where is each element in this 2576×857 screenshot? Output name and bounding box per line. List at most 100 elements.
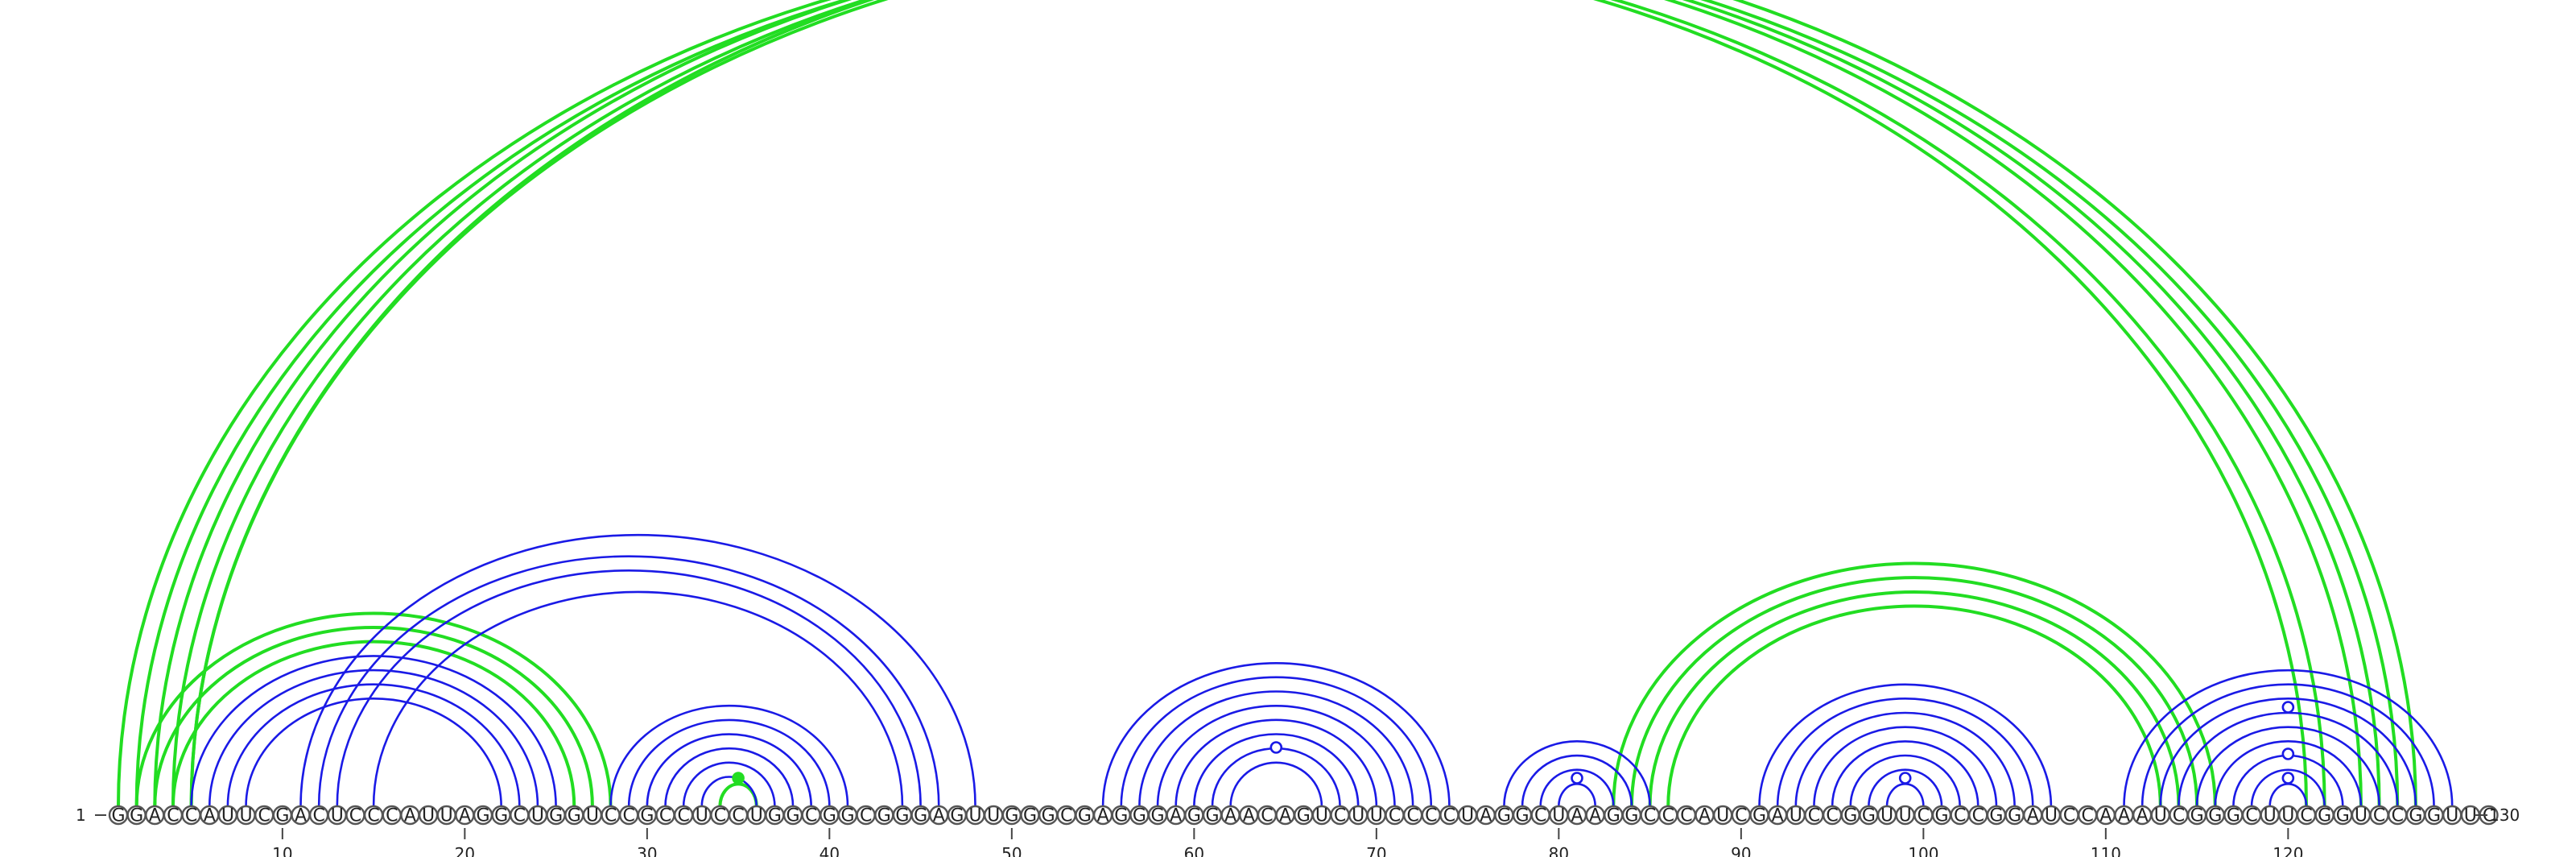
nucleotide-16: C [382, 805, 402, 826]
svg-text:G: G [1607, 806, 1620, 826]
nucleotide-90: C [1731, 805, 1752, 826]
svg-text:A: A [933, 806, 945, 826]
nucleotide-10: G [272, 805, 293, 826]
svg-text:G: G [1151, 806, 1165, 826]
blue-arc-56-73 [1120, 676, 1433, 807]
svg-text:G: G [914, 806, 927, 826]
nucleotide-117: G [2223, 805, 2244, 826]
nucleotide-69: U [1348, 805, 1368, 826]
svg-text:C: C [1443, 806, 1455, 826]
nucleotide-71: C [1385, 805, 1405, 826]
base-pair-arcs [117, 0, 2454, 807]
svg-text:C: C [623, 806, 635, 826]
blue-arc-31-38 [664, 747, 795, 807]
nucleotide-107: U [2041, 805, 2062, 826]
svg-text:U: U [968, 806, 981, 826]
nucleotide-92: A [1767, 805, 1788, 826]
nucleotide-54: G [1075, 805, 1095, 826]
blue-arc-12-46 [317, 555, 940, 807]
svg-text:C: C [2483, 806, 2495, 826]
nucleotide-79: C [1530, 805, 1550, 826]
green-arc-86-113 [1666, 604, 2162, 807]
svg-text:A: A [2136, 806, 2149, 826]
svg-text:G: G [950, 806, 964, 826]
tick-label-100: 100 [1908, 844, 1938, 857]
nucleotide-118: C [2241, 805, 2262, 826]
green-arc-3-27 [153, 626, 594, 807]
nucleotide-37: G [765, 805, 785, 826]
nucleotide-20: A [455, 805, 475, 826]
nucleotide-127: G [2405, 805, 2426, 826]
svg-text:A: A [1224, 806, 1236, 826]
nucleotide-35: C [728, 805, 749, 826]
nucleotide-15: C [363, 805, 384, 826]
svg-text:U: U [1552, 806, 1565, 826]
nucleotide-67: U [1311, 805, 1332, 826]
blue-arc-96-102 [1849, 754, 1961, 807]
loop-marker-2 [1571, 772, 1583, 785]
nucleotide-60: G [1184, 805, 1204, 826]
svg-text:U: U [2464, 806, 2477, 826]
green-arc-4-125 [171, 0, 2381, 807]
nucleotide-19: U [436, 805, 456, 826]
nucleotide-83: G [1604, 805, 1624, 826]
loop-marker-6 [2281, 701, 2295, 714]
svg-text:A: A [1699, 806, 1711, 826]
tick-label-60: 60 [1184, 844, 1204, 857]
svg-text:U: U [1461, 806, 1474, 826]
blue-arc-80-82 [1558, 783, 1596, 807]
svg-text:G: G [1989, 806, 2003, 826]
nucleotide-82: A [1585, 805, 1605, 826]
nucleotide-108: C [2059, 805, 2079, 826]
blue-arc-119-121 [2268, 783, 2308, 807]
nucleotide-78: G [1512, 805, 1533, 826]
blue-arc-111-129 [2123, 669, 2454, 807]
nucleotide-105: G [2004, 805, 2025, 826]
blue-arc-94-104 [1813, 726, 1998, 807]
svg-text:U: U [586, 806, 599, 826]
svg-text:G: G [2427, 806, 2441, 826]
green-arc-2-122 [134, 0, 2326, 807]
svg-text:A: A [2118, 806, 2130, 826]
svg-text:G: G [1005, 806, 1018, 826]
tick-label-70: 70 [1366, 844, 1386, 857]
nucleotide-34: C [710, 805, 730, 826]
green-arc-3-124 [153, 0, 2363, 807]
nucleotide-9: C [254, 805, 275, 826]
nucleotide-41: G [837, 805, 858, 826]
nucleotide-31: C [655, 805, 675, 826]
svg-text:G: G [1297, 806, 1311, 826]
nucleotide-81: A [1567, 805, 1587, 826]
nucleotide-46: A [929, 805, 949, 826]
svg-text:U: U [696, 806, 708, 826]
nucleotide-64: C [1257, 805, 1278, 826]
nucleotide-48: U [965, 805, 985, 826]
nucleotide-88: A [1695, 805, 1715, 826]
nucleotide-93: U [1785, 805, 1806, 826]
loop-marker-5 [2281, 747, 2295, 760]
nucleotide-39: C [801, 805, 821, 826]
svg-text:C: C [2245, 806, 2257, 826]
svg-text:G: G [2208, 806, 2222, 826]
svg-text:G: G [1862, 806, 1876, 826]
nucleotide-121: C [2296, 805, 2317, 826]
svg-text:G: G [1114, 806, 1128, 826]
position-axis: 10 20 30 40 50 60 70 80 90 100 110 120 [272, 828, 2303, 857]
svg-text:G: G [568, 806, 581, 826]
svg-text:U: U [531, 806, 544, 826]
svg-text:G: G [130, 806, 143, 826]
nucleotide-97: G [1859, 805, 1879, 826]
blue-arc-91-107 [1758, 683, 2053, 807]
nucleotide-14: C [345, 805, 365, 826]
svg-text:U: U [1899, 806, 1912, 826]
green-arc-5-126 [189, 0, 2400, 807]
svg-text:C: C [1389, 806, 1401, 826]
green-arc-5-127 [189, 0, 2417, 807]
nucleotide-28: C [601, 805, 621, 826]
nucleotide-76: A [1476, 805, 1496, 826]
blue-arc-116-124 [2214, 740, 2363, 807]
nucleotide-45: G [910, 805, 931, 826]
nucleotide-73: C [1421, 805, 1442, 826]
svg-text:A: A [1772, 806, 1784, 826]
